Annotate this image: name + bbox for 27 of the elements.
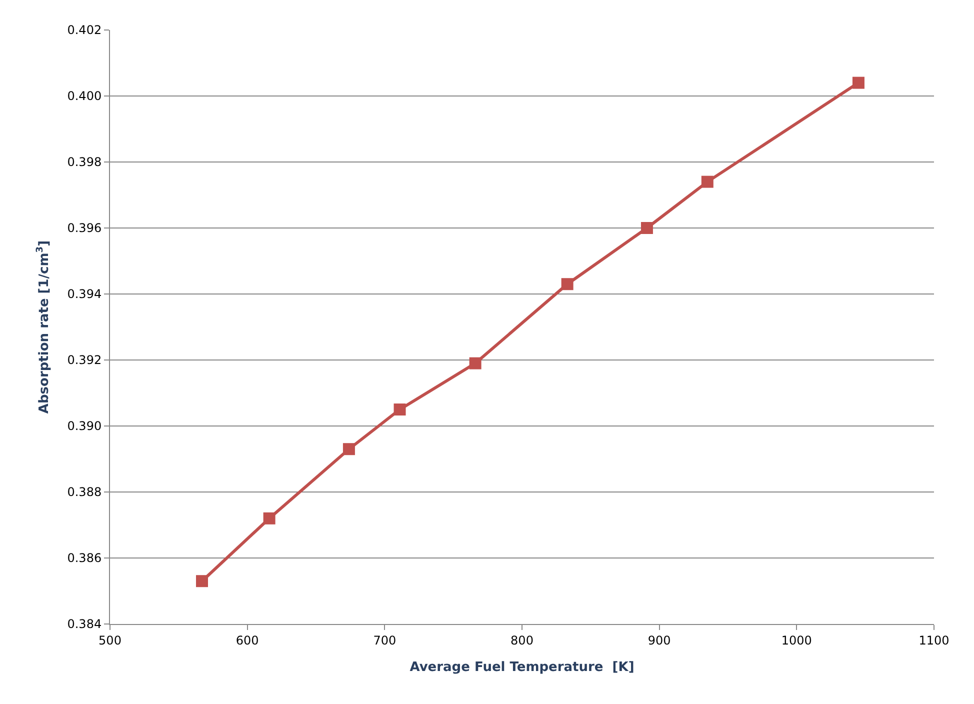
point	[561, 278, 574, 290]
x-tick-label: 700	[373, 633, 396, 648]
y-tick-label: 0.386	[67, 551, 102, 566]
y-tick-label: 0.396	[67, 221, 102, 236]
point	[342, 443, 355, 456]
point	[394, 404, 406, 416]
point	[263, 512, 276, 524]
y-tick-label: 0.402	[67, 23, 102, 38]
y-tick-label: 0.384	[67, 617, 102, 632]
point	[640, 222, 653, 234]
point	[701, 176, 714, 188]
y-tick-label: 0.390	[67, 419, 102, 434]
y-tick-label: 0.394	[67, 287, 102, 302]
x-tick-label: 1000	[781, 633, 812, 648]
y-tick-label: 0.400	[67, 89, 102, 104]
point	[852, 76, 864, 89]
x-axis-title: Average Fuel Temperature [K]	[410, 660, 634, 675]
y-tick-label: 0.388	[67, 485, 102, 500]
x-tick-label: 500	[98, 633, 122, 648]
x-tick-label: 900	[648, 633, 671, 648]
y-tick-label: 0.398	[67, 155, 102, 170]
point	[196, 575, 208, 588]
x-tick-label: 800	[510, 633, 534, 648]
y-tick-label: 0.392	[67, 353, 102, 368]
point	[469, 357, 482, 370]
x-tick-label: 600	[236, 633, 259, 648]
x-tick-label: 1100	[918, 633, 950, 648]
